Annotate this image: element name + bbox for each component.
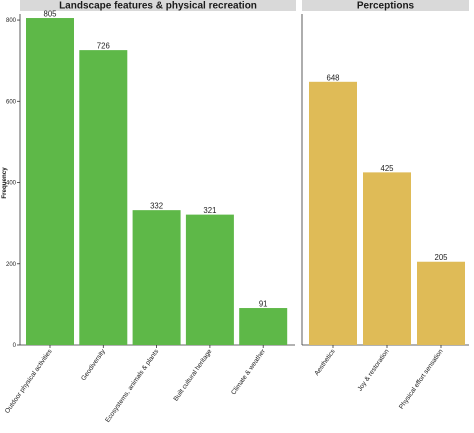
bar-value-label: 805 bbox=[43, 10, 57, 19]
bar bbox=[363, 172, 411, 345]
y-tick-label: 400 bbox=[6, 181, 17, 187]
y-tick-label: 200 bbox=[6, 262, 17, 268]
panel-strip bbox=[302, 0, 469, 11]
y-tick-label: 600 bbox=[6, 99, 17, 105]
bar bbox=[132, 210, 181, 345]
panel-strip bbox=[20, 0, 296, 11]
bar bbox=[239, 308, 288, 345]
bar bbox=[309, 81, 357, 346]
panel-title: Perceptions bbox=[357, 1, 415, 12]
chart-panels: Landscape features & physical recreation… bbox=[4, 0, 469, 424]
panel-title: Landscape features & physical recreation bbox=[59, 1, 257, 12]
bar-value-label: 726 bbox=[97, 42, 110, 51]
bar bbox=[185, 214, 234, 345]
y-axis-label: Frequency bbox=[1, 167, 8, 199]
bar bbox=[417, 261, 465, 345]
bar-value-label: 91 bbox=[259, 300, 268, 309]
bar-value-label: 648 bbox=[326, 73, 339, 82]
y-tick-label: 0 bbox=[13, 343, 17, 349]
bar-value-label: 321 bbox=[203, 206, 216, 215]
bar-value-label: 332 bbox=[150, 202, 163, 211]
bar bbox=[79, 50, 128, 345]
y-tick-label: 800 bbox=[6, 18, 17, 24]
bar-value-label: 205 bbox=[434, 253, 448, 262]
bar-value-label: 425 bbox=[380, 164, 394, 173]
bar bbox=[26, 18, 74, 346]
